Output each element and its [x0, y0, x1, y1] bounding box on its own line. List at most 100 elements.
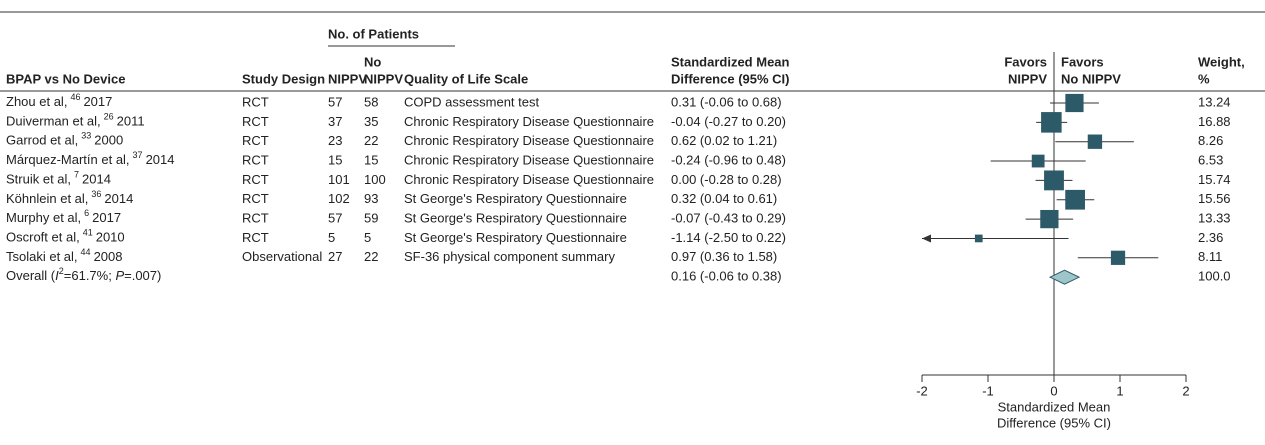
weight: 15.56: [1198, 191, 1231, 206]
qol-scale: St George's Respiratory Questionnaire: [404, 211, 627, 226]
study-name-text: Zhou et al,: [6, 94, 67, 109]
reference: 33: [81, 131, 91, 141]
qol-scale: SF-36 physical component summary: [404, 249, 615, 264]
effect-square: [1044, 170, 1064, 191]
study-design: RCT: [242, 211, 269, 226]
effect-square: [1065, 189, 1085, 210]
column-header: No: [364, 54, 381, 69]
study-design: RCT: [242, 94, 269, 109]
no-nippv-count: 93: [364, 191, 378, 206]
column-header: %: [1198, 71, 1210, 86]
study-name-text: Murphy et al,: [6, 211, 81, 226]
study-design: RCT: [242, 133, 269, 148]
smd-ci: -0.07 (-0.43 to 0.29): [671, 211, 786, 226]
study-name-text: Köhnlein et al,: [6, 191, 88, 206]
no-nippv-count: 59: [364, 211, 378, 226]
study-name: Struik et al, 7 2014: [6, 170, 111, 187]
study-year: 2014: [104, 191, 133, 206]
nippv-count: 57: [328, 94, 342, 109]
x-tick-label: -1: [982, 383, 994, 398]
smd-ci: 0.32 (0.04 to 0.61): [671, 191, 777, 206]
nippv-count: 23: [328, 133, 342, 148]
x-tick-label: 1: [1116, 383, 1123, 398]
weight: 15.74: [1198, 172, 1231, 187]
smd-ci: -1.14 (-2.50 to 0.22): [671, 230, 786, 245]
effect-square: [1065, 93, 1084, 113]
study-year: 2008: [94, 249, 123, 264]
study-design: RCT: [242, 114, 269, 129]
ci-arrow: [922, 234, 931, 243]
weight: 2.36: [1198, 230, 1223, 245]
effect-square: [1087, 134, 1103, 149]
study-design: Observational: [242, 249, 322, 264]
reference: 37: [133, 150, 143, 160]
overall-text: =.007): [124, 269, 161, 284]
column-header: NIPPV: [364, 71, 403, 86]
study-name: Márquez-Martín et al, 37 2014: [6, 150, 174, 167]
study-name-text: Tsolaki et al,: [6, 249, 78, 264]
smd-ci: -0.04 (-0.27 to 0.20): [671, 114, 786, 129]
no-nippv-count: 22: [364, 249, 378, 264]
no-nippv-count: 58: [364, 94, 378, 109]
weight: 8.26: [1198, 133, 1223, 148]
study-name: Zhou et al, 46 2017: [6, 92, 112, 109]
qol-scale: St George's Respiratory Questionnaire: [404, 230, 627, 245]
reference: 6: [84, 208, 89, 218]
study-name-text: Duiverman et al,: [6, 114, 101, 129]
qol-scale: Chronic Respiratory Disease Questionnair…: [404, 152, 654, 167]
study-name: Murphy et al, 6 2017: [6, 208, 121, 225]
study-year: 2014: [146, 152, 175, 167]
study-name-text: Oscroft et al,: [6, 230, 80, 245]
effect-square: [1031, 154, 1045, 168]
i-squared-sup: 2: [59, 267, 64, 277]
nippv-count: 27: [328, 249, 342, 264]
favors-label: NIPPV: [1008, 71, 1047, 86]
smd-ci: -0.24 (-0.96 to 0.48): [671, 152, 786, 167]
qol-scale: Chronic Respiratory Disease Questionnair…: [404, 133, 654, 148]
study-name: Duiverman et al, 26 2011: [6, 112, 145, 129]
no-nippv-count: 35: [364, 114, 378, 129]
overall-label: Overall (I2=61.7%; P=.007): [6, 267, 161, 284]
no-nippv-count: 100: [364, 172, 386, 187]
x-axis-title: Standardized Mean: [998, 399, 1111, 414]
no-nippv-count: 5: [364, 230, 371, 245]
effect-square: [1040, 209, 1059, 229]
effect-square: [1110, 250, 1126, 265]
weight: 13.33: [1198, 211, 1231, 226]
x-tick-label: 0: [1050, 383, 1057, 398]
smd-ci: 0.97 (0.36 to 1.58): [671, 249, 777, 264]
smd-ci: 0.16 (-0.06 to 0.38): [671, 269, 782, 284]
study-name: Tsolaki et al, 44 2008: [6, 247, 122, 264]
weight: 16.88: [1198, 114, 1231, 129]
study-name: Köhnlein et al, 36 2014: [6, 189, 133, 206]
study-year: 2000: [94, 133, 123, 148]
weight: 8.11: [1198, 249, 1222, 264]
qol-scale: Chronic Respiratory Disease Questionnair…: [404, 114, 654, 129]
smd-ci: 0.00 (-0.28 to 0.28): [671, 172, 782, 187]
study-design: RCT: [242, 191, 269, 206]
i-squared: I: [55, 269, 59, 284]
reference: 36: [91, 189, 101, 199]
smd-ci: 0.62 (0.02 to 1.21): [671, 133, 777, 148]
weight: 100.0: [1198, 269, 1231, 284]
effect-square: [1041, 112, 1062, 133]
weight: 13.24: [1198, 94, 1231, 109]
study-year: 2011: [117, 114, 145, 129]
nippv-count: 102: [328, 191, 350, 206]
column-header: Difference (95% CI): [671, 71, 789, 86]
column-header: Quality of Life Scale: [404, 71, 528, 86]
column-group: No. of Patients: [328, 26, 419, 41]
column-header: Standardized Mean: [671, 54, 790, 69]
overall-diamond: [1048, 269, 1081, 285]
p-symbol: P: [115, 269, 124, 284]
reference: 26: [104, 112, 114, 122]
column-header: BPAP vs No Device: [6, 71, 125, 86]
nippv-count: 57: [328, 211, 342, 226]
favors-label: Favors: [1004, 54, 1047, 69]
study-name: Oscroft et al, 41 2010: [6, 228, 125, 245]
study-name-text: Márquez-Martín et al,: [6, 152, 130, 167]
study-year: 2017: [83, 94, 112, 109]
nippv-count: 15: [328, 152, 342, 167]
study-design: RCT: [242, 172, 269, 187]
